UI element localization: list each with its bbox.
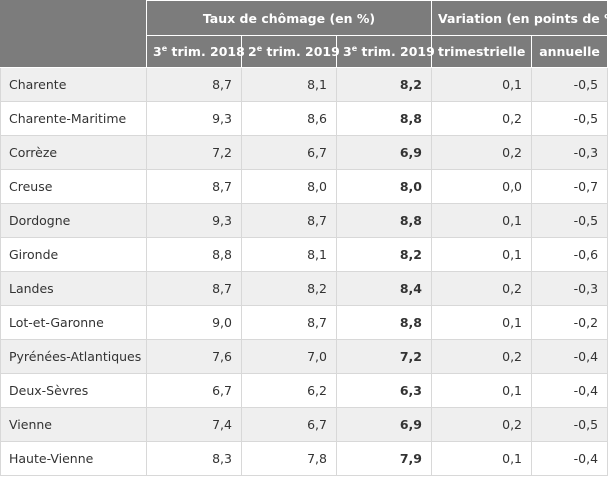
table-body: Charente 8,7 8,1 8,2 0,1 -0,5 Charente-Maritim…: [0, 67, 608, 476]
table-row: Charente-Maritime 9,3 8,6 8,8 0,2 -0,5: [0, 101, 608, 136]
department-name: Charente-Maritime: [0, 101, 147, 136]
table-row: Creuse 8,7 8,0 8,0 0,0 -0,7: [0, 169, 608, 204]
rate-q3-2018: 9,0: [146, 305, 242, 340]
variation-quarterly: 0,0: [431, 169, 533, 204]
table-row: Landes 8,7 8,2 8,4 0,2 -0,3: [0, 271, 608, 306]
rate-q3-2018: 7,4: [146, 407, 242, 442]
table-row: Deux-Sèvres 6,7 6,2 6,3 0,1 -0,4: [0, 373, 608, 408]
rate-q3-2019: 8,4: [335, 271, 433, 306]
rate-q3-2018: 8,3: [146, 441, 242, 476]
variation-quarterly: 0,1: [431, 67, 533, 102]
department-name: Gironde: [0, 237, 147, 272]
variation-annual: -0,5: [531, 67, 608, 102]
department-name: Pyrénées-Atlantiques: [0, 339, 147, 374]
rate-q3-2018: 6,7: [146, 373, 242, 408]
department-name: Lot-et-Garonne: [0, 305, 147, 340]
rate-q3-2018: 8,7: [146, 271, 242, 306]
rate-q2-2019: 6,2: [241, 373, 337, 408]
rate-q3-2019: 8,2: [335, 237, 433, 272]
variation-quarterly: 0,1: [431, 373, 533, 408]
variation-annual: -0,4: [531, 441, 608, 476]
rate-q3-2018: 8,7: [146, 169, 242, 204]
rate-q2-2019: 8,0: [241, 169, 337, 204]
rate-q2-2019: 8,7: [241, 203, 337, 238]
variation-quarterly: 0,1: [431, 237, 533, 272]
rate-q2-2019: 8,1: [241, 67, 337, 102]
table-row: Lot-et-Garonne 9,0 8,7 8,8 0,1 -0,2: [0, 305, 608, 340]
department-name: Creuse: [0, 169, 147, 204]
rate-q3-2019: 8,8: [335, 305, 433, 340]
rate-q3-2018: 7,2: [146, 135, 242, 170]
variation-quarterly: 0,1: [431, 305, 533, 340]
department-name: Charente: [0, 67, 147, 102]
rate-q3-2019: 7,9: [335, 441, 433, 476]
department-name: Landes: [0, 271, 147, 306]
variation-quarterly: 0,2: [431, 339, 533, 374]
variation-annual: -0,4: [531, 339, 608, 374]
rate-q3-2018: 9,3: [146, 203, 242, 238]
rate-q3-2019: 6,9: [335, 407, 433, 442]
department-name: Dordogne: [0, 203, 147, 238]
variation-annual: -0,5: [531, 407, 608, 442]
rate-q3-2019: 7,2: [335, 339, 433, 374]
rate-q2-2019: 8,2: [241, 271, 337, 306]
variation-annual: -0,4: [531, 373, 608, 408]
variation-quarterly: 0,2: [431, 407, 533, 442]
variation-annual: -0,5: [531, 203, 608, 238]
rate-q3-2019: 8,2: [335, 67, 433, 102]
table-row: Corrèze 7,2 6,7 6,9 0,2 -0,3: [0, 135, 608, 170]
rate-q2-2019: 6,7: [241, 135, 337, 170]
variation-annual: -0,3: [531, 271, 608, 306]
rate-q2-2019: 7,0: [241, 339, 337, 374]
col-header-quarterly: trimestrielle: [431, 35, 533, 68]
col-header-q3-2019: 3e trim. 2019: [335, 35, 435, 68]
rate-q2-2019: 8,1: [241, 237, 337, 272]
department-name: Haute-Vienne: [0, 441, 147, 476]
rate-q3-2019: 6,9: [335, 135, 433, 170]
rate-q3-2019: 6,3: [335, 373, 433, 408]
rate-q3-2018: 9,3: [146, 101, 242, 136]
table-row: Dordogne 9,3 8,7 8,8 0,1 -0,5: [0, 203, 608, 238]
table-row: Charente 8,7 8,1 8,2 0,1 -0,5: [0, 67, 608, 102]
rate-q3-2018: 8,8: [146, 237, 242, 272]
variation-group-header: Variation (en points de %): [431, 0, 608, 36]
variation-annual: -0,5: [531, 101, 608, 136]
rate-q3-2019: 8,8: [335, 203, 433, 238]
variation-annual: -0,3: [531, 135, 608, 170]
rate-q2-2019: 7,8: [241, 441, 337, 476]
rate-q3-2018: 7,6: [146, 339, 242, 374]
variation-annual: -0,7: [531, 169, 608, 204]
department-name: Vienne: [0, 407, 147, 442]
rate-q3-2019: 8,0: [335, 169, 433, 204]
rate-q3-2019: 8,8: [335, 101, 433, 136]
col-header-q3-2018: 3e trim. 2018: [146, 35, 245, 68]
variation-annual: -0,6: [531, 237, 608, 272]
variation-quarterly: 0,2: [431, 271, 533, 306]
rate-q2-2019: 6,7: [241, 407, 337, 442]
unemployment-rate-group-header: Taux de chômage (en %): [145, 0, 433, 36]
table-row: Gironde 8,8 8,1 8,2 0,1 -0,6: [0, 237, 608, 272]
variation-annual: -0,2: [531, 305, 608, 340]
table-row: Pyrénées-Atlantiques 7,6 7,0 7,2 0,2 -0,4: [0, 339, 608, 374]
variation-quarterly: 0,2: [431, 101, 533, 136]
variation-quarterly: 0,1: [431, 203, 533, 238]
variation-quarterly: 0,2: [431, 135, 533, 170]
corner-header: [0, 0, 147, 68]
department-name: Deux-Sèvres: [0, 373, 147, 408]
table-row: Vienne 7,4 6,7 6,9 0,2 -0,5: [0, 407, 608, 442]
variation-quarterly: 0,1: [431, 441, 533, 476]
col-header-annual: annuelle: [531, 35, 608, 68]
rate-q2-2019: 8,7: [241, 305, 337, 340]
col-header-q2-2019: 2e trim. 2019: [241, 35, 340, 68]
department-name: Corrèze: [0, 135, 147, 170]
rate-q2-2019: 8,6: [241, 101, 337, 136]
rate-q3-2018: 8,7: [146, 67, 242, 102]
table-row: Haute-Vienne 8,3 7,8 7,9 0,1 -0,4: [0, 441, 608, 476]
